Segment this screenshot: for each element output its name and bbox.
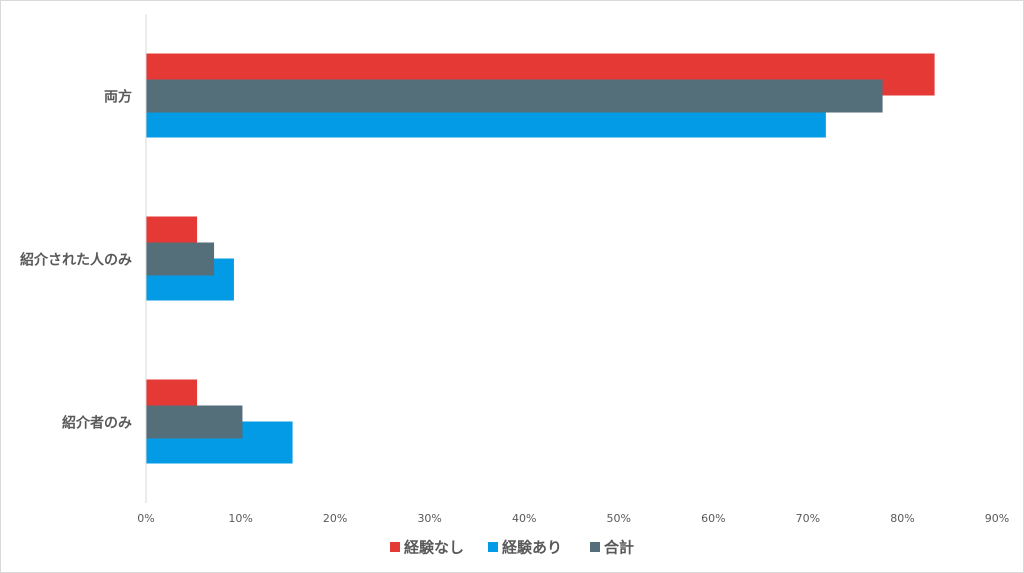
x-tick-label: 20%	[323, 512, 347, 525]
x-tick-label: 70%	[796, 512, 820, 525]
y-tick-label: 紹介された人のみ	[20, 252, 132, 269]
y-tick-label: 両方	[104, 89, 132, 106]
x-tick-label: 40%	[512, 512, 536, 525]
x-tick-label: 80%	[890, 512, 914, 525]
bar	[146, 405, 243, 439]
y-tick-label: 紹介者のみ	[62, 415, 132, 432]
x-tick-label: 30%	[417, 512, 441, 525]
legend-label: 経験なし	[404, 539, 464, 557]
x-tick-label: 10%	[228, 512, 252, 525]
x-tick-label: 90%	[985, 512, 1009, 525]
legend-swatch	[390, 542, 400, 552]
bar	[146, 242, 215, 276]
legend-swatch	[590, 542, 600, 552]
legend-label: 合計	[603, 539, 634, 557]
bar	[146, 79, 883, 113]
x-tick-label: 60%	[701, 512, 725, 525]
legend-swatch	[488, 542, 498, 552]
x-tick-label: 0%	[137, 512, 154, 525]
x-tick-label: 50%	[607, 512, 631, 525]
legend-label: 経験あり	[502, 539, 562, 557]
